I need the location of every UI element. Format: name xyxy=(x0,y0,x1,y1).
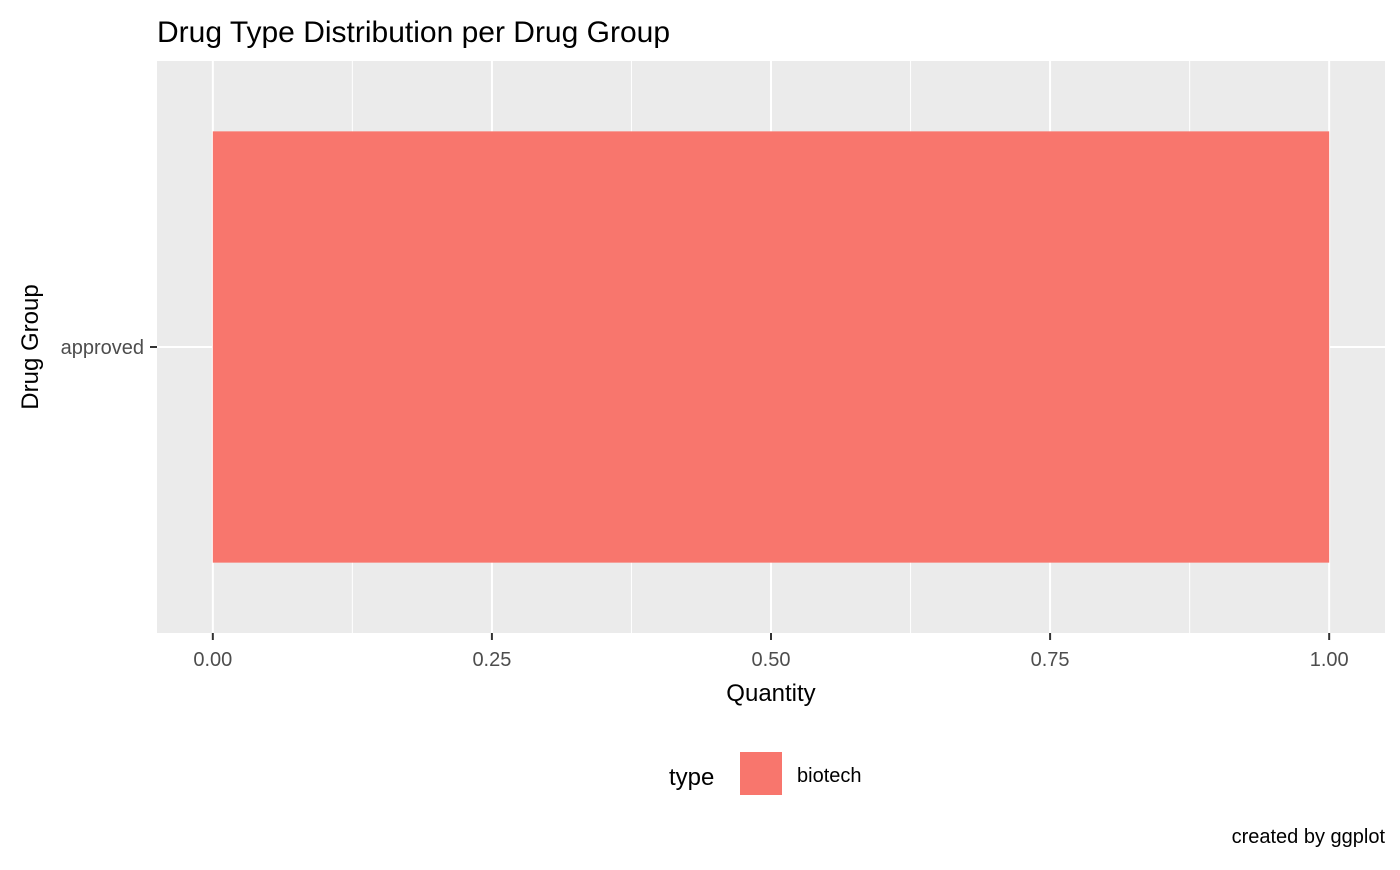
legend: type biotech xyxy=(669,752,862,795)
x-tick-label: 0.25 xyxy=(472,649,511,671)
x-axis-label: Quantity xyxy=(726,680,815,707)
y-axis-label: Drug Group xyxy=(17,284,44,409)
y-axis-ticks: approved xyxy=(61,337,157,359)
legend-key-biotech xyxy=(740,752,782,795)
x-tick-label: 1.00 xyxy=(1310,649,1349,671)
legend-title: type xyxy=(669,764,714,791)
bar-biotech xyxy=(212,131,1330,563)
chart-title: Drug Type Distribution per Drug Group xyxy=(157,16,670,49)
x-tick-label: 0.75 xyxy=(1031,649,1070,671)
legend-label-biotech: biotech xyxy=(797,765,862,787)
caption: created by ggplot xyxy=(1232,826,1386,848)
y-tick-label: approved xyxy=(61,337,144,359)
x-tick-label: 0.00 xyxy=(193,649,232,671)
x-axis-ticks: 0.00 0.25 0.50 0.75 1.00 xyxy=(193,633,1349,671)
bars xyxy=(212,131,1330,563)
x-tick-label: 0.50 xyxy=(752,649,791,671)
